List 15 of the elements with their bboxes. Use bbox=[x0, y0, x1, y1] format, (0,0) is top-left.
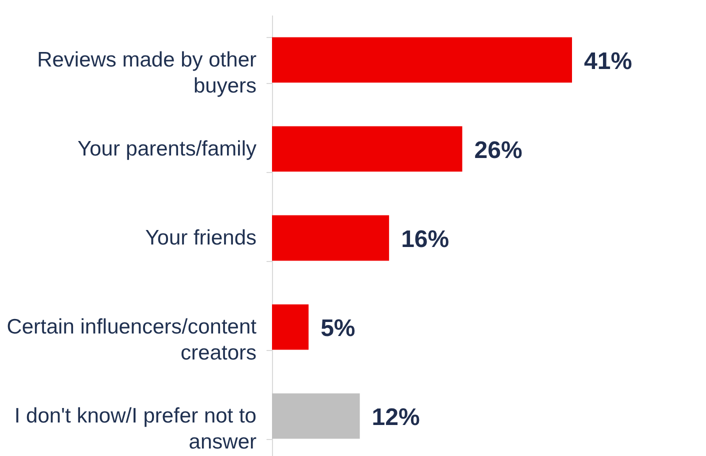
data-label: 12% bbox=[372, 404, 420, 432]
y-tick-label: Your parents/family bbox=[78, 137, 257, 160]
bar bbox=[272, 304, 309, 350]
bar bbox=[272, 126, 462, 172]
y-tick-label: Your friends bbox=[145, 226, 256, 250]
y-tick-label: I don't know/I prefer not to answer bbox=[14, 404, 256, 454]
y-tick-label: Reviews made by other buyers bbox=[37, 48, 257, 98]
data-label: 41% bbox=[584, 48, 632, 75]
bar bbox=[272, 215, 390, 261]
data-label: 16% bbox=[401, 226, 450, 253]
data-label: 5% bbox=[320, 315, 356, 342]
bar bbox=[272, 393, 360, 439]
y-tick-label: Certain influencers/content creators bbox=[6, 316, 257, 365]
data-label: 26% bbox=[474, 136, 522, 164]
bar bbox=[272, 37, 572, 83]
